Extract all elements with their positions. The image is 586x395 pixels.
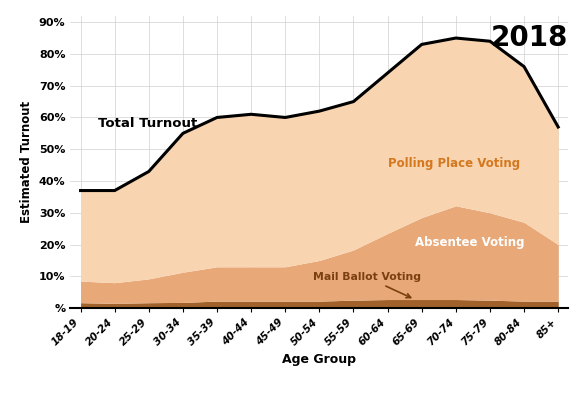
Y-axis label: Estimated Turnout: Estimated Turnout xyxy=(21,101,33,223)
Text: 2018: 2018 xyxy=(491,24,568,52)
X-axis label: Age Group: Age Group xyxy=(282,353,356,366)
Text: Mail Ballot Voting: Mail Ballot Voting xyxy=(312,272,421,298)
Text: Absentee Voting: Absentee Voting xyxy=(415,236,524,249)
Text: Total Turnout: Total Turnout xyxy=(98,117,197,130)
Text: Polling Place Voting: Polling Place Voting xyxy=(387,157,520,170)
